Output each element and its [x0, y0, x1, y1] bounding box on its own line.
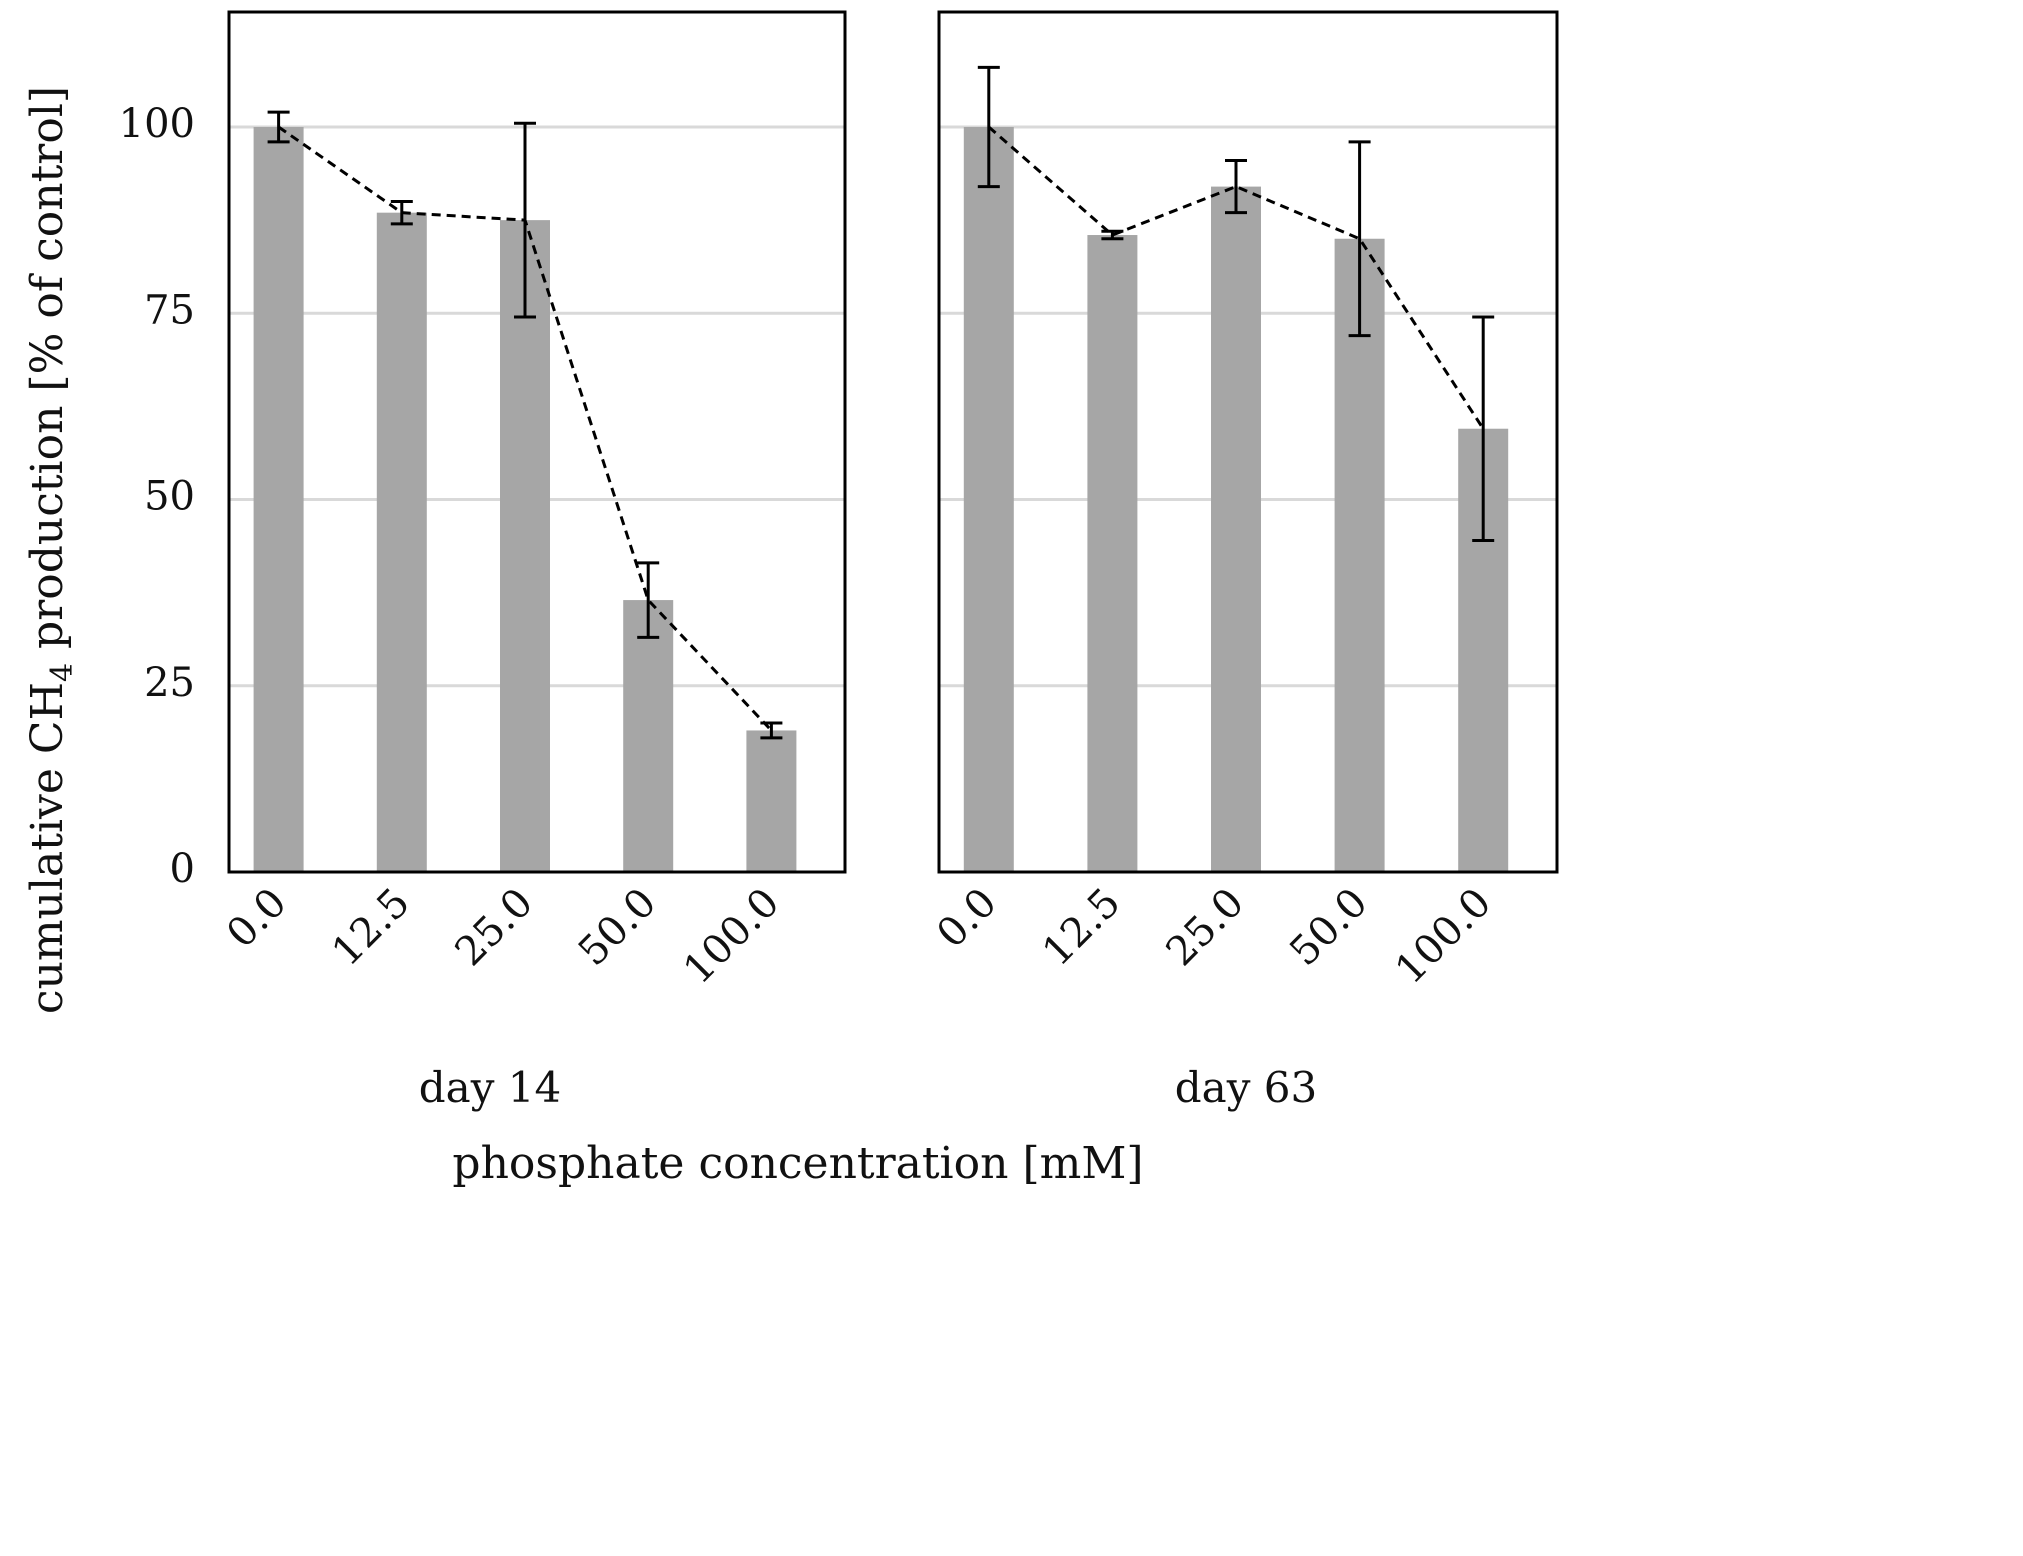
x-tick-label: 25.0 [1158, 880, 1254, 976]
bar [1334, 238, 1385, 872]
error-bar [514, 121, 536, 319]
x-tick-label: 12.5 [1034, 880, 1130, 976]
chart-figure: 0.0 12.5 25.0 50.0 100.0 0.0 12.5 25.0 50.0 100.0… [22, 10, 1559, 1189]
plot-frame [937, 10, 1559, 874]
bar [376, 212, 427, 873]
y-axis-title: cumulative CH4 production [% of control] [22, 86, 80, 1014]
error-bar [390, 200, 413, 226]
y-tick-label: 100 [119, 101, 195, 147]
bar [1087, 235, 1138, 872]
plot-frame [227, 10, 847, 874]
panels-layer: 0.0 12.5 25.0 50.0 100.0 0.0 12.5 25.0 50.0 100.0 [218, 10, 1559, 994]
panel-label-day63: day 63 [1175, 1063, 1317, 1112]
y-tick-label: 25 [144, 660, 195, 706]
x-tick-label: 25.0 [447, 880, 543, 976]
bar [1211, 186, 1261, 873]
x-tick-label: 100.0 [1387, 880, 1501, 994]
y-axis-title-suffix: production [% of control] [22, 86, 73, 663]
bar [623, 600, 674, 872]
error-bar [1472, 315, 1495, 542]
x-axis-title: phosphate concentration [mM] [452, 1138, 1143, 1189]
panel-2: 0.0 12.5 25.0 50.0 100.0 [928, 10, 1559, 994]
y-tick-label: 0 [170, 846, 195, 892]
y-axis-title-prefix: cumulative CH [22, 682, 73, 1014]
error-bar [760, 721, 783, 740]
error-bar [1348, 140, 1371, 338]
bar [746, 730, 797, 872]
error-bar [977, 65, 1000, 189]
x-tick-label: 50.0 [570, 880, 666, 976]
y-tick-label: 50 [144, 474, 195, 520]
panel-label-day14: day 14 [419, 1063, 561, 1112]
x-tick-label: 0.0 [928, 880, 1006, 958]
y-axis-title-subscript: 4 [45, 663, 80, 682]
x-tick-label: 12.5 [323, 880, 419, 976]
bar [500, 220, 550, 872]
x-tick-label: 100.0 [675, 880, 789, 994]
error-bar [267, 110, 290, 144]
error-bar [637, 561, 660, 639]
x-tick-label: 0.0 [218, 880, 296, 958]
x-tick-label: 50.0 [1281, 880, 1377, 976]
trend-line [987, 125, 1485, 430]
y-axis-ticks: 0 25 50 75 100 [119, 101, 195, 892]
error-bar [1101, 229, 1124, 241]
panel-1: 0.0 12.5 25.0 50.0 100.0 [218, 10, 847, 994]
y-tick-label: 75 [144, 287, 195, 333]
bar [963, 127, 1014, 872]
error-bar [1225, 159, 1247, 215]
bar [253, 127, 304, 872]
